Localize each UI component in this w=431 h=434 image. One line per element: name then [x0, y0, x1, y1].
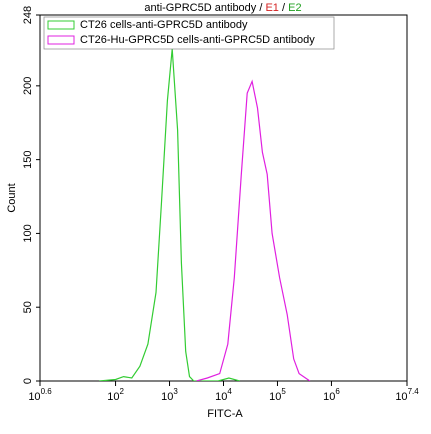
x-tick-base: 10 [323, 391, 335, 403]
y-tick-label: 50 [22, 301, 34, 313]
x-tick-exponent: 0.6 [41, 387, 53, 396]
title-part: / [279, 2, 288, 14]
x-tick-base: 10 [161, 391, 173, 403]
legend-label: CT26-Hu-GPRC5D cells-anti-GPRC5D antibod… [80, 34, 315, 46]
x-tick-exponent: 6 [335, 387, 340, 396]
x-tick-base: 10 [107, 391, 119, 403]
y-tick-label: 100 [22, 224, 34, 242]
x-tick-base: 10 [28, 391, 40, 403]
x-tick-label: 104 [215, 387, 232, 403]
x-tick-label: 102 [107, 387, 124, 403]
plot-frame [39, 14, 408, 382]
x-tick-label: 103 [161, 387, 178, 403]
x-tick-exponent: 4 [227, 387, 232, 396]
legend-swatch [47, 35, 75, 45]
x-tick-label: 100.6 [28, 387, 52, 403]
x-tick-base: 10 [269, 391, 281, 403]
x-tick-label: 107.4 [395, 387, 419, 403]
chart-title: anti-GPRC5D antibody / E1 / E2 [144, 2, 301, 14]
y-axis-label: Count [6, 183, 18, 212]
x-tick-exponent: 5 [281, 387, 286, 396]
x-axis-label: FITC-A [207, 408, 243, 420]
y-tick-label: 150 [22, 150, 34, 168]
x-tick-exponent: 2 [119, 387, 124, 396]
x-tick-base: 10 [395, 391, 407, 403]
title-part: anti-GPRC5D antibody [144, 2, 256, 14]
y-tick-label: 248 [22, 6, 34, 24]
y-tick-label: 0 [22, 378, 34, 384]
legend-box [43, 16, 335, 50]
y-tick-label: 200 [22, 77, 34, 95]
title-part: E1 [265, 2, 278, 14]
series-line [99, 48, 240, 381]
series-line [196, 79, 311, 381]
legend-label: CT26 cells-anti-GPRC5D antibody [80, 19, 248, 31]
x-tick-exponent: 3 [173, 387, 178, 396]
x-tick-label: 105 [269, 387, 286, 403]
x-tick-exponent: 7.4 [408, 387, 420, 396]
x-tick-label: 106 [323, 387, 340, 403]
legend-swatch [47, 20, 75, 30]
x-tick-base: 10 [215, 391, 227, 403]
title-part: / [256, 2, 265, 14]
title-part: E2 [288, 2, 301, 14]
